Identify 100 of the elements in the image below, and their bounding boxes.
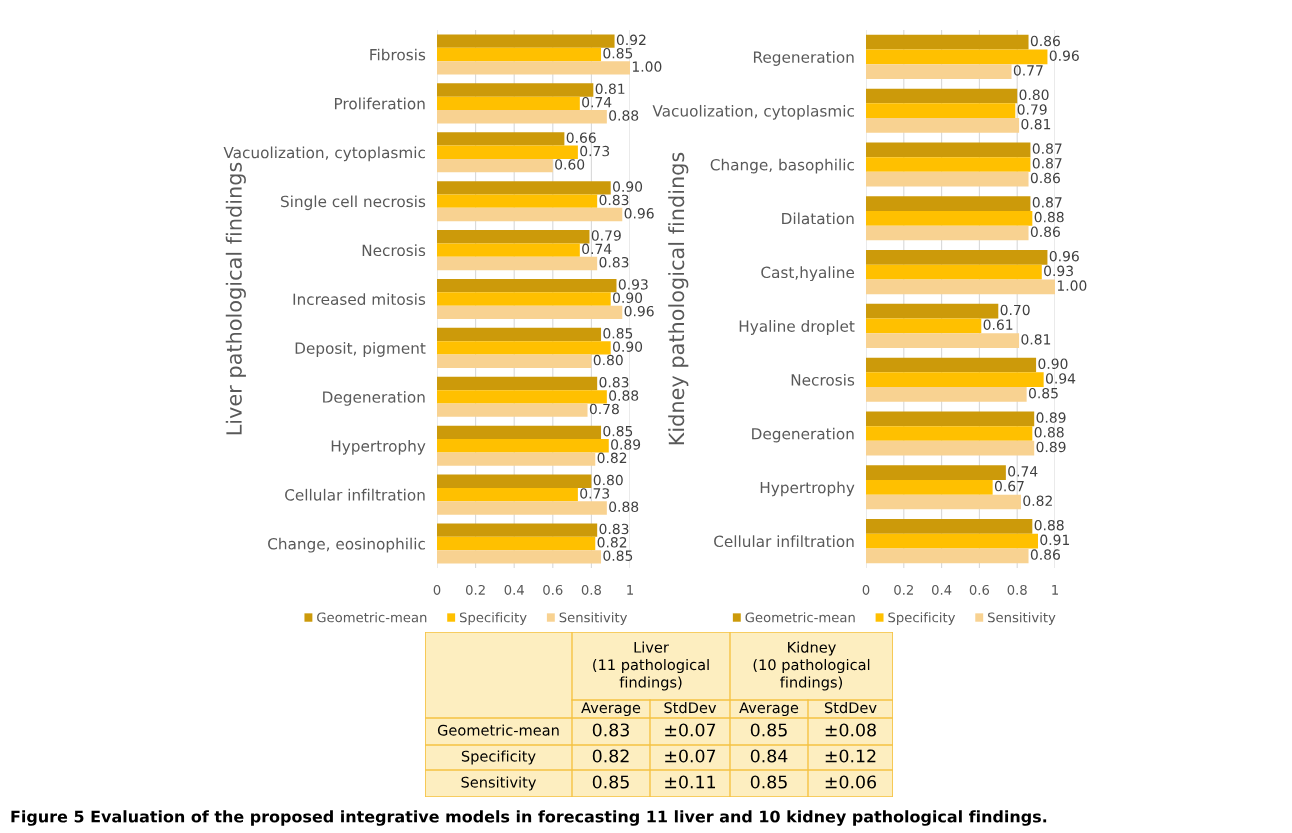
data-label: 0.86 <box>1030 549 1060 560</box>
y-tick-label: Necrosis <box>791 373 855 386</box>
bar <box>437 354 592 368</box>
data-label: 0.74 <box>582 243 612 255</box>
data-label: 0.96 <box>624 208 654 219</box>
data-label: 0.70 <box>1000 304 1030 316</box>
y-tick-label: Degeneration <box>323 391 425 406</box>
data-label: 0.88 <box>609 501 639 513</box>
data-label: 1.00 <box>632 61 662 72</box>
data-label: 0.86 <box>1030 35 1060 47</box>
data-label: 0.90 <box>613 341 643 352</box>
x-tick-label: 0.6 <box>969 584 990 595</box>
y-tick-label: Single cell necrosis <box>281 195 426 211</box>
bar <box>437 61 630 75</box>
bar <box>866 333 1020 348</box>
bar <box>866 318 982 334</box>
data-label: 0.61 <box>983 319 1013 330</box>
bar <box>866 426 1033 441</box>
data-label: 0.85 <box>750 723 787 737</box>
bar <box>866 372 1044 388</box>
bar <box>866 250 1048 265</box>
data-label: 0.96 <box>1049 250 1079 262</box>
bar <box>866 196 1031 211</box>
data-label: 0.79 <box>1017 104 1047 115</box>
bar <box>437 194 598 208</box>
legend-label: Geometric-mean <box>317 612 427 623</box>
y-tick-label: Hypertrophy <box>331 439 426 455</box>
bar <box>866 34 1029 50</box>
bar <box>437 96 580 111</box>
legend-label: Sensitivity <box>988 612 1056 625</box>
data-label: 0.82 <box>1023 495 1052 507</box>
data-label: 0.81 <box>1021 334 1051 345</box>
data-label: 0.93 <box>618 279 648 290</box>
data-label: 0.74 <box>1008 466 1038 477</box>
x-tick-label: 1 <box>1052 585 1058 595</box>
bar <box>437 278 617 293</box>
data-label: 0.88 <box>1034 211 1064 223</box>
data-label: 0.96 <box>624 305 654 317</box>
bar <box>866 465 1006 480</box>
data-label: 0.88 <box>1034 519 1064 531</box>
bar <box>866 264 1042 280</box>
legend-label: Specificity <box>888 612 956 625</box>
x-tick-label: 0.2 <box>465 584 485 595</box>
category-label: Specificity <box>461 750 536 765</box>
legend-label: Geometric-mean <box>745 612 855 623</box>
data-label: 0.77 <box>1013 65 1043 76</box>
bar <box>437 110 607 124</box>
data-label: 0.86 <box>1030 226 1060 238</box>
x-tick-label: 0.4 <box>504 584 524 595</box>
data-label: 0.81 <box>1021 118 1051 130</box>
y-tick-label: Hypertrophy <box>760 481 855 497</box>
data-label: 0.81 <box>595 83 625 95</box>
data-label: 0.67 <box>994 480 1024 492</box>
x-tick-label: 0 <box>433 584 441 595</box>
data-label: 0.80 <box>593 354 623 366</box>
data-label: 1.00 <box>1057 280 1087 291</box>
bar <box>437 341 611 355</box>
y-tick-label: Vacuolization, cytoplasmic <box>652 104 854 120</box>
data-label: 0.82 <box>597 537 627 548</box>
bar <box>437 83 594 97</box>
x-tick-label: 0.8 <box>1007 584 1027 595</box>
bar <box>437 256 598 271</box>
bar <box>437 523 598 537</box>
y-tick-label: Change, basophilic <box>710 158 854 174</box>
bar <box>437 550 602 564</box>
y-tick-label: Proliferation <box>334 97 425 110</box>
y-axis-title: Kidney pathological findings <box>668 152 689 445</box>
data-label: 0.96 <box>1049 50 1079 61</box>
series-label: StdDev <box>824 701 877 714</box>
y-tick-label: Cellular infiltration <box>714 535 854 548</box>
category-label: Sensitivity <box>461 776 537 791</box>
bar <box>866 88 1018 104</box>
text: Liver (11 pathological findings) <box>593 641 709 691</box>
bar <box>437 145 578 159</box>
legend-label: Specificity <box>459 612 527 625</box>
bar <box>866 548 1029 564</box>
series-label: Average <box>739 702 799 717</box>
data-label: 0.83 <box>599 523 629 535</box>
x-tick-label: 0.8 <box>581 584 601 595</box>
y-tick-label: Regeneration <box>753 51 854 66</box>
data-label: 0.80 <box>593 474 623 486</box>
data-label: 0.82 <box>597 452 627 464</box>
x-tick-label: 1 <box>627 585 633 595</box>
data-label: 0.83 <box>592 723 629 737</box>
y-tick-label: Fibrosis <box>370 48 426 61</box>
data-label: 0.85 <box>603 550 633 561</box>
data-label: 0.90 <box>613 181 643 192</box>
data-label: 0.85 <box>592 775 629 789</box>
caption: Figure 5 Evaluation of the proposed integrative models in forecasting 11 liver and 10 kidney pathological findings. <box>11 810 1047 826</box>
x-tick-label: 0 <box>862 584 870 595</box>
bar <box>866 142 1031 158</box>
bar <box>437 536 596 551</box>
bar <box>437 425 602 440</box>
data-label: 0.85 <box>603 425 633 437</box>
y-tick-label: Dilatation <box>782 212 854 225</box>
series-label: Average <box>581 702 641 717</box>
bar <box>437 452 596 466</box>
data-label: 0.66 <box>566 132 596 143</box>
data-label: 0.88 <box>1034 427 1064 438</box>
y-tick-label: Cast,hyaline <box>761 266 855 282</box>
